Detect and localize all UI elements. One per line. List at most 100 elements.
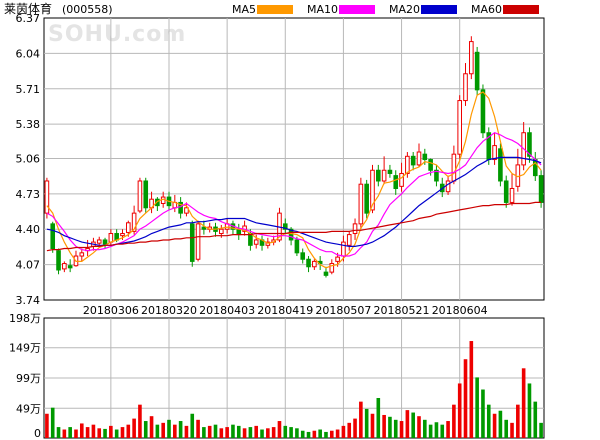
- candle-down: [376, 169, 381, 182]
- candle-down: [50, 223, 56, 250]
- candle-up: [469, 41, 474, 75]
- volume-bar: [318, 429, 322, 438]
- volume-bar: [347, 422, 352, 438]
- volume-bar: [428, 424, 433, 438]
- volume-bar: [132, 418, 136, 438]
- volume-bar: [504, 419, 509, 438]
- date-tick-label: 20180419: [257, 304, 313, 317]
- candle-down: [56, 250, 61, 271]
- volume-bar: [469, 341, 474, 438]
- volume-bar: [231, 424, 235, 438]
- stock-code: (000558): [62, 3, 113, 16]
- candle-up: [416, 151, 422, 166]
- volume-bar: [335, 429, 340, 438]
- price-tick-label: 4.73: [16, 188, 41, 201]
- volume-bar: [74, 429, 78, 438]
- candle-down: [67, 265, 73, 269]
- volume-bar: [138, 404, 142, 438]
- volume-bar: [161, 422, 165, 438]
- volume-bar: [248, 427, 253, 438]
- price-tick-label: 6.04: [16, 47, 41, 60]
- date-tick-label: 20180604: [432, 304, 488, 317]
- volume-bar: [143, 421, 148, 438]
- stock-name: 莱茵体育: [4, 1, 52, 16]
- volume-bar: [452, 404, 456, 438]
- volume-bar: [463, 359, 468, 438]
- volume-bar: [207, 425, 212, 438]
- volume-bar: [225, 427, 229, 438]
- volume-bar: [423, 419, 427, 438]
- volume-bar: [97, 428, 102, 438]
- volume-bar: [50, 407, 55, 438]
- volume-bar: [167, 419, 171, 438]
- legend-swatch: [421, 5, 457, 14]
- volume-tick-label: 49万: [16, 402, 41, 415]
- ma-line-ma5: [46, 91, 542, 269]
- candle-down: [480, 89, 486, 134]
- candle-down: [306, 258, 311, 268]
- date-tick-label: 20180403: [199, 304, 255, 317]
- volume-bar: [149, 416, 154, 438]
- candle-down: [434, 169, 439, 182]
- volume-bar: [242, 428, 247, 438]
- legend-label: MA10: [307, 3, 338, 16]
- volume-bar: [539, 422, 543, 438]
- volume-layer: [45, 341, 543, 438]
- candle-up: [253, 239, 259, 245]
- volume-bar: [516, 404, 520, 438]
- price-tick-label: 5.71: [16, 83, 41, 96]
- candle-up: [445, 180, 451, 193]
- candle-up: [184, 207, 189, 214]
- volume-bar: [173, 424, 177, 438]
- volume-bar: [68, 427, 72, 438]
- candle-down: [428, 159, 433, 171]
- volume-bar: [120, 427, 125, 438]
- volume-tick-label: 198万: [9, 312, 41, 325]
- candle-down: [387, 169, 393, 174]
- volume-bar: [126, 424, 131, 438]
- label-layer: 3.74 4.07 4.40 4.73 5.06 5.38 5.71 6.04 6.37 198万…: [9, 12, 488, 440]
- price-tick-label: 5.38: [16, 118, 41, 131]
- price-tick-label: 5.06: [16, 152, 41, 165]
- volume-bar: [446, 421, 450, 438]
- candle-down: [248, 233, 253, 246]
- candle-up: [509, 187, 515, 203]
- volume-bar: [370, 413, 375, 438]
- volume-bar: [254, 425, 259, 438]
- candle-up: [346, 234, 352, 246]
- candle-down: [532, 159, 538, 177]
- volume-bar: [202, 427, 206, 438]
- volume-bar: [457, 383, 462, 438]
- candle-down: [288, 228, 294, 241]
- sohu-watermark: SOHU.com: [48, 22, 187, 47]
- volume-bar: [353, 418, 357, 438]
- candle-up: [96, 239, 102, 244]
- volume-bar: [440, 424, 445, 438]
- volume-bar: [190, 413, 195, 438]
- volume-bar: [196, 419, 200, 438]
- date-tick-label: 20180521: [374, 304, 430, 317]
- candle-down: [393, 175, 399, 189]
- candle-up: [352, 223, 358, 235]
- candle-down: [282, 223, 288, 230]
- volume-bar: [521, 368, 526, 438]
- volume-tick-label: 149万: [9, 342, 41, 355]
- candle-up: [341, 241, 346, 257]
- candle-up: [451, 153, 457, 182]
- volume-bar: [85, 427, 90, 438]
- date-tick-label: 20180320: [141, 304, 197, 317]
- candle-down: [503, 180, 509, 203]
- price-tick-label: 6.37: [16, 12, 41, 25]
- volume-bar: [178, 421, 183, 438]
- price-panel-frame: [43, 17, 545, 301]
- volume-bar: [417, 416, 421, 438]
- date-tick-label: 20180306: [83, 304, 139, 317]
- volume-bar: [283, 425, 288, 438]
- candle-down: [422, 153, 428, 161]
- price-tick-label: 4.40: [16, 223, 41, 236]
- candle-up: [381, 169, 387, 182]
- volume-bar: [492, 413, 497, 438]
- candle-up: [312, 260, 317, 268]
